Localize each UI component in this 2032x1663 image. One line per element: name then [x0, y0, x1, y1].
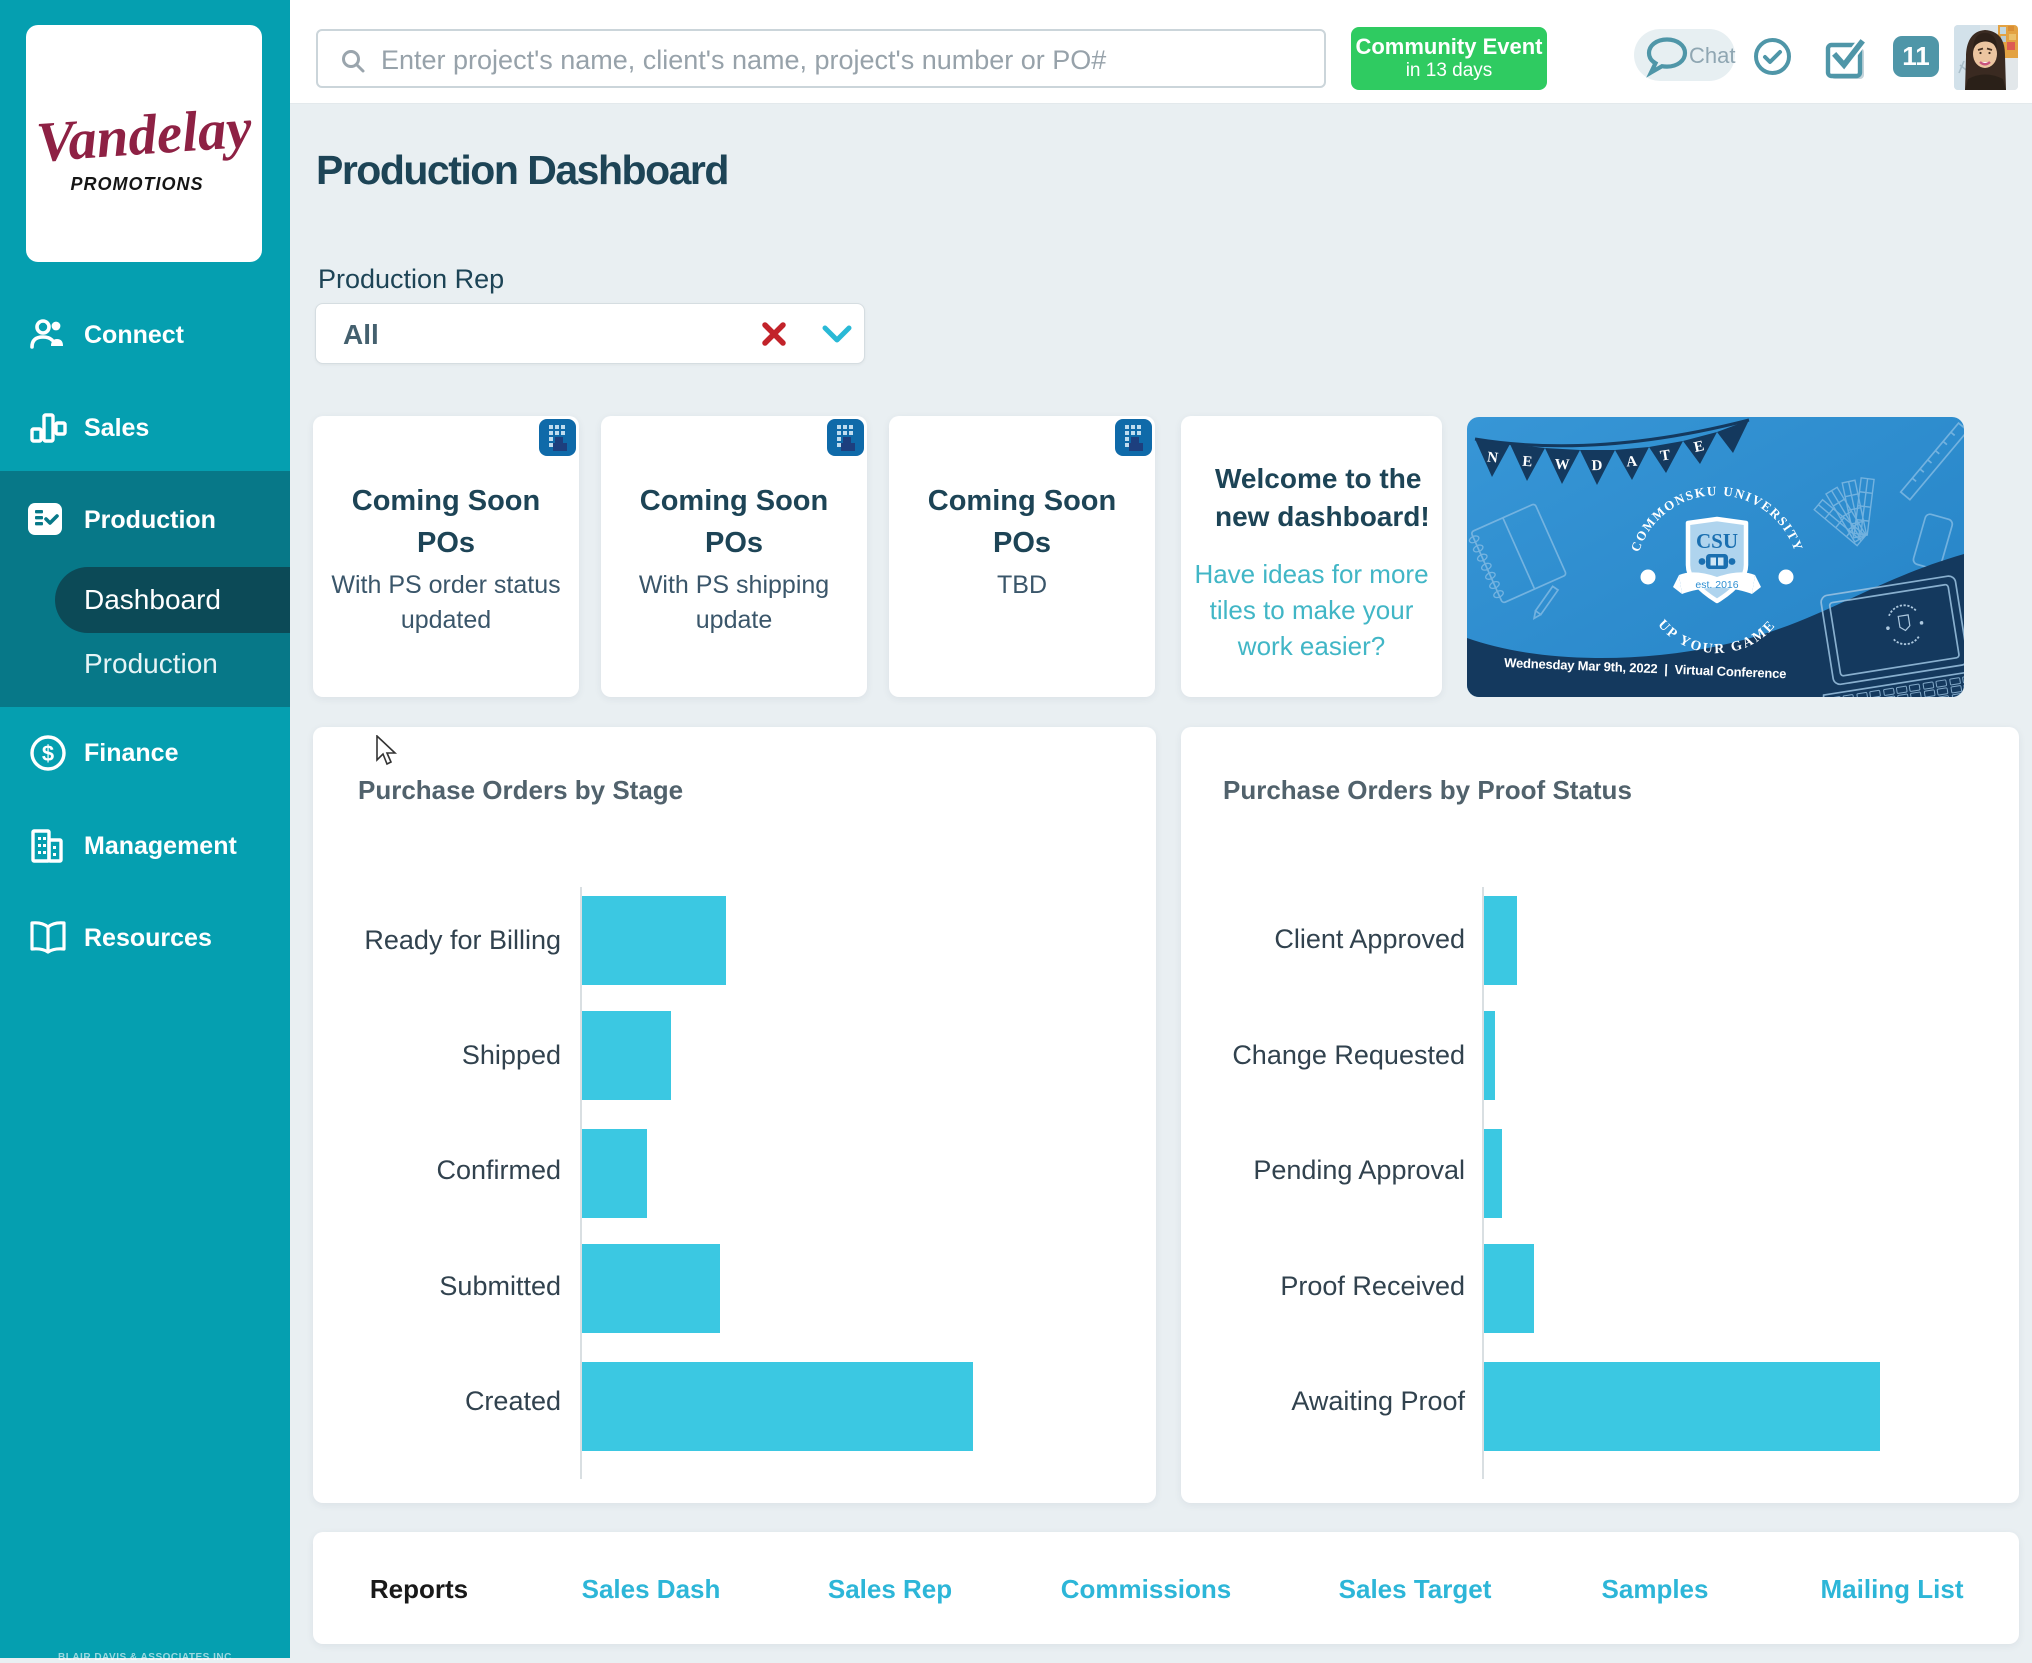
- svg-text:N: N: [1486, 449, 1499, 466]
- svg-text:W: W: [1554, 457, 1570, 474]
- svg-text:A: A: [1626, 454, 1638, 471]
- svg-text:D: D: [1591, 458, 1602, 474]
- svg-text:E: E: [1522, 454, 1533, 471]
- svg-text:CSU: CSU: [1696, 529, 1738, 553]
- svg-text:$: $: [42, 741, 54, 766]
- svg-text:est. 2016: est. 2016: [1695, 579, 1738, 591]
